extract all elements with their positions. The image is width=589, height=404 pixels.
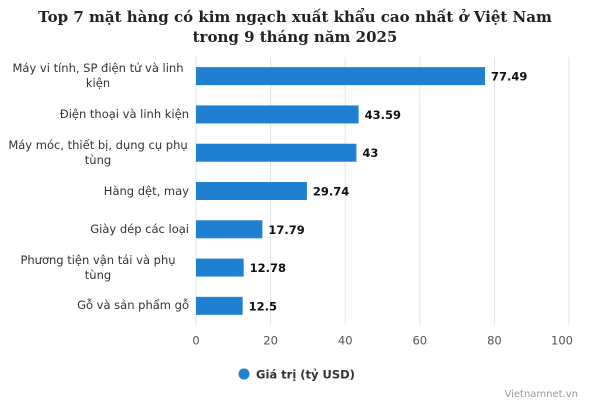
bar <box>196 67 486 86</box>
value-label: 43.59 <box>365 108 401 122</box>
x-tick-label: 60 <box>412 334 427 348</box>
category-label-box: Máy vi tính, SP điện tử và linh kiện <box>0 58 189 94</box>
bar <box>196 296 243 315</box>
category-label-box: Hàng dệt, may <box>0 173 189 209</box>
category-label-box: Điện thoại và linh kiện <box>0 96 189 132</box>
y-tick-label: Máy móc, thiết bị, dụng cụ phụ tùng <box>8 137 188 167</box>
source: Vietnamnet.vn <box>504 389 578 400</box>
category-label-box: Giày dép các loại <box>0 211 189 247</box>
y-tick-label: Giày dép các loại <box>90 221 189 236</box>
x-tick-label: 20 <box>263 334 278 348</box>
value-label: 43 <box>362 146 378 160</box>
y-tick-label: Điện thoại và linh kiện <box>59 106 189 121</box>
bar <box>196 258 244 277</box>
bar <box>196 143 357 162</box>
category-label-box: Gỗ và sản phẩm gỗ <box>0 288 189 324</box>
y-tick-label: Phương tiện vận tải và phụ tùng <box>20 252 176 282</box>
bar <box>196 220 263 239</box>
bar <box>196 105 359 124</box>
value-label: 12.78 <box>250 261 286 275</box>
category-label-box: Máy móc, thiết bị, dụng cụ phụ tùng <box>0 135 189 171</box>
value-label: 12.5 <box>249 299 277 313</box>
x-tick-label: 80 <box>487 334 502 348</box>
value-label: 29.74 <box>313 185 349 199</box>
value-label: 17.79 <box>268 223 304 237</box>
value-label: 77.49 <box>491 70 527 84</box>
legend-marker <box>238 368 250 380</box>
y-tick-label: Hàng dệt, may <box>103 183 189 198</box>
legend-label: Giá trị (tỷ USD) <box>256 368 355 382</box>
x-tick-label: 40 <box>338 334 353 348</box>
chart-title: Top 7 mặt hàng có kim ngạch xuất khẩu ca… <box>38 8 552 46</box>
x-tick-label: 0 <box>192 334 199 348</box>
bar <box>196 182 307 200</box>
y-tick-label: Gỗ và sản phẩm gỗ <box>77 298 189 313</box>
x-tick-label: 100 <box>551 334 573 348</box>
category-label-box: Phương tiện vận tải và phụ tùng <box>0 250 189 286</box>
y-tick-label: Máy vi tính, SP điện tử và linh kiện <box>12 61 184 91</box>
